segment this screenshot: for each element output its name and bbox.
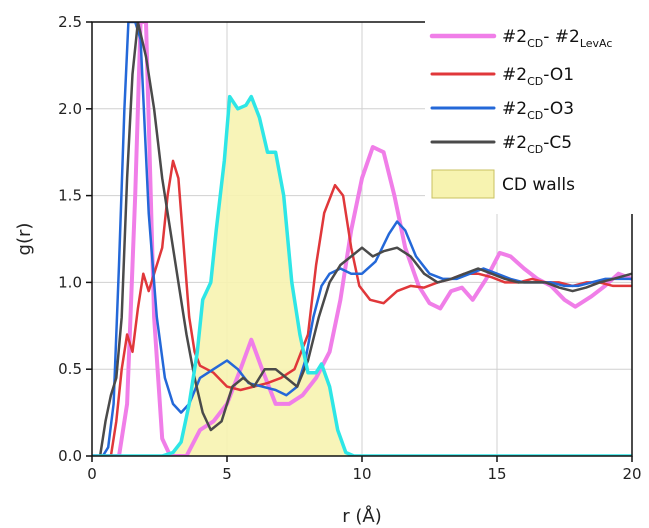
series-line-5 <box>92 94 632 456</box>
legend-mid: -O3 <box>543 99 574 119</box>
legend-swatch-cd-walls <box>431 169 495 199</box>
y-tick-label: 2.0 <box>58 100 82 118</box>
cd-walls-fill <box>92 96 632 456</box>
legend-label-5: CD walls <box>502 175 575 195</box>
legend-sub: CD <box>527 109 543 122</box>
x-tick-label: 15 <box>487 465 506 483</box>
legend-main: #2 <box>502 27 527 47</box>
legend-label-2: #2CD-O1 <box>502 65 574 88</box>
legend-main: #2 <box>502 99 527 119</box>
y-axis-title: g(r) <box>14 223 35 256</box>
legend-sub: CD <box>527 75 543 88</box>
x-tick-label: 5 <box>222 465 232 483</box>
axis-ticks: 0 5 10 15 20 0.0 0.5 1.0 1.5 2.0 2.5 <box>58 13 641 483</box>
x-tick-label: 10 <box>352 465 371 483</box>
x-axis-title: r (Å) <box>342 505 381 527</box>
x-tick-label: 20 <box>622 465 641 483</box>
legend-main: #2 <box>502 133 527 153</box>
series-line-2 <box>92 159 632 456</box>
x-tick-label: 0 <box>87 465 97 483</box>
series-line-1 <box>92 22 632 456</box>
legend-mid: -C5 <box>543 133 572 153</box>
legend-sub: CD <box>527 143 543 156</box>
legend-sub: LevAc <box>580 37 613 50</box>
y-tick-label: 0.5 <box>58 360 82 378</box>
legend-mid: -O1 <box>543 65 574 85</box>
y-tick-label: 1.0 <box>58 273 82 291</box>
y-tick-label: 1.5 <box>58 187 82 205</box>
legend-label-3: #2CD-O3 <box>502 99 574 122</box>
legend-sub: CD <box>527 37 543 50</box>
cd-walls-area <box>92 96 632 456</box>
legend-mid: - #2 <box>543 27 580 47</box>
legend-main: #2 <box>502 65 527 85</box>
legend-label-1: #2CD- #2LevAc <box>502 27 612 50</box>
series-line-4 <box>92 22 632 456</box>
series-lines <box>92 22 632 456</box>
series-line-3 <box>92 22 632 456</box>
legend-label-4: #2CD-C5 <box>502 133 572 156</box>
legend-main: CD walls <box>502 175 575 195</box>
y-tick-label: 2.5 <box>58 13 82 31</box>
y-tick-label: 0.0 <box>58 447 82 465</box>
